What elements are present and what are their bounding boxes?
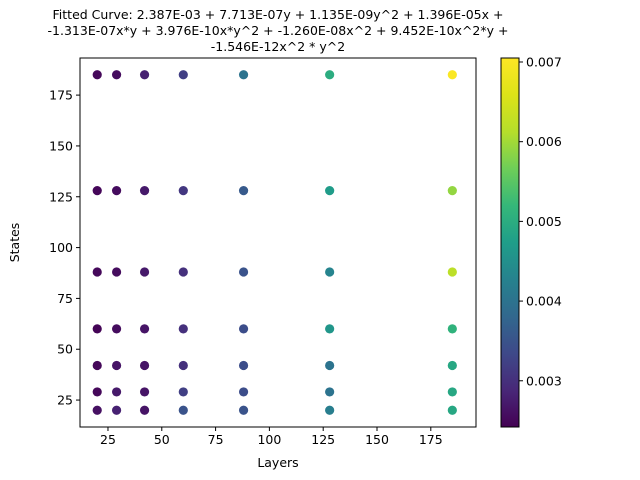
data-point-9 xyxy=(139,186,150,196)
data-point-34 xyxy=(447,360,457,371)
colorbar-tick-label-4: 0.007 xyxy=(526,54,562,69)
colorbar-tick-label-1: 0.004 xyxy=(526,294,562,309)
data-point-39 xyxy=(238,387,249,397)
data-point-28 xyxy=(92,360,102,371)
data-point-18 xyxy=(238,267,249,277)
data-point-35 xyxy=(92,387,102,397)
data-point-13 xyxy=(447,186,457,196)
title-line-2: -1.313E-07x*y + 3.976E-10x*y^2 + -1.260E… xyxy=(48,23,509,38)
data-point-20 xyxy=(447,267,457,277)
data-point-23 xyxy=(139,324,150,334)
y-axis-label: States xyxy=(7,223,22,263)
y-tick-label-6: 175 xyxy=(49,88,73,103)
colorbar-tick-label-3: 0.006 xyxy=(526,134,562,149)
y-tick-label-1: 50 xyxy=(57,342,73,357)
data-point-16 xyxy=(139,267,150,277)
data-point-30 xyxy=(139,360,150,371)
data-point-6 xyxy=(447,70,457,80)
data-point-47 xyxy=(325,405,335,415)
data-point-33 xyxy=(325,360,335,371)
x-tick-label-3: 100 xyxy=(257,432,281,447)
colorbar-tick-label-0: 0.003 xyxy=(526,373,562,388)
plot-frame xyxy=(79,57,477,428)
colorbar-gradient xyxy=(501,58,519,427)
data-point-15 xyxy=(111,267,122,277)
data-point-21 xyxy=(92,324,102,334)
data-point-36 xyxy=(111,387,122,397)
data-point-27 xyxy=(447,324,457,334)
data-point-43 xyxy=(111,405,122,415)
data-point-25 xyxy=(238,324,249,334)
x-tick-label-5: 150 xyxy=(365,432,389,447)
y-axis-ticks: 25 50 75 100 125 150 175 xyxy=(49,88,80,408)
data-point-32 xyxy=(238,360,249,371)
y-tick-label-2: 75 xyxy=(57,291,73,306)
data-point-29 xyxy=(111,360,122,371)
data-point-26 xyxy=(325,324,335,334)
x-tick-label-1: 50 xyxy=(154,432,170,447)
data-points xyxy=(92,70,457,415)
x-tick-label-2: 75 xyxy=(208,432,224,447)
data-point-2 xyxy=(139,70,150,80)
colorbar-tick-label-2: 0.005 xyxy=(526,214,562,229)
data-point-44 xyxy=(139,405,150,415)
x-axis-label: Layers xyxy=(257,455,298,470)
data-point-24 xyxy=(178,324,188,334)
data-point-7 xyxy=(92,186,102,196)
data-point-14 xyxy=(92,267,102,277)
chart-title: Fitted Curve: 2.387E-03 + 7.713E-07y + 1… xyxy=(48,7,509,54)
data-point-5 xyxy=(325,70,335,80)
x-tick-label-6: 175 xyxy=(419,432,443,447)
y-tick-label-0: 25 xyxy=(57,393,73,408)
colorbar-ticks: 0.003 0.004 0.005 0.006 0.007 xyxy=(519,54,562,388)
y-tick-label-3: 100 xyxy=(49,240,73,255)
data-point-31 xyxy=(178,360,188,371)
title-line-1: Fitted Curve: 2.387E-03 + 7.713E-07y + 1… xyxy=(53,7,504,22)
colorbar-frame xyxy=(500,57,520,428)
data-point-8 xyxy=(111,186,122,196)
data-point-1 xyxy=(111,70,122,80)
data-point-4 xyxy=(238,70,249,80)
data-point-22 xyxy=(111,324,122,334)
data-point-45 xyxy=(178,405,188,415)
data-point-48 xyxy=(447,405,457,415)
data-point-11 xyxy=(238,186,249,196)
data-point-12 xyxy=(325,186,335,196)
y-tick-label-4: 125 xyxy=(49,189,73,204)
data-point-19 xyxy=(325,267,335,277)
data-point-38 xyxy=(178,387,188,397)
data-point-41 xyxy=(447,387,457,397)
x-tick-label-0: 25 xyxy=(100,432,116,447)
y-tick-label-5: 150 xyxy=(49,138,73,153)
x-tick-label-4: 125 xyxy=(311,432,335,447)
data-point-17 xyxy=(178,267,188,277)
data-point-42 xyxy=(92,405,102,415)
data-point-10 xyxy=(178,186,188,196)
title-line-3: -1.546E-12x^2 * y^2 xyxy=(211,39,345,54)
data-point-0 xyxy=(92,70,102,80)
data-point-3 xyxy=(178,70,188,80)
colorbar: 0.003 0.004 0.005 0.006 0.007 xyxy=(500,54,562,428)
data-point-37 xyxy=(139,387,150,397)
data-point-40 xyxy=(325,387,335,397)
x-axis-ticks: 25 50 75 100 125 150 175 xyxy=(100,427,443,447)
data-point-46 xyxy=(238,405,249,415)
